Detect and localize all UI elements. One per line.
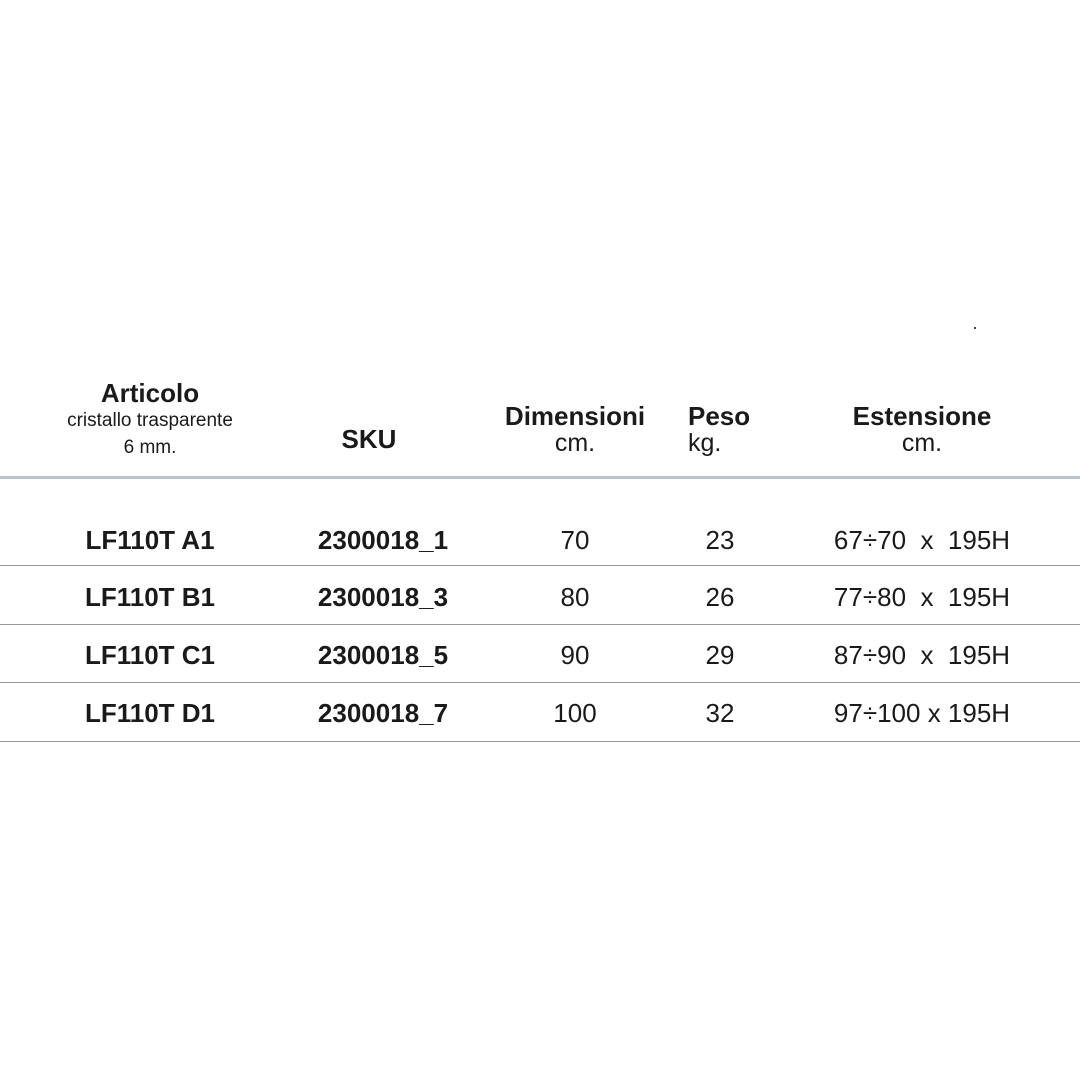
header-articolo: Articolo cristallo trasparente 6 mm.	[0, 379, 300, 461]
header-dimensioni: Dimensioni cm.	[475, 402, 675, 456]
cell-sku: 2300018_3	[317, 582, 449, 612]
cell-articolo: LF110T D1	[84, 698, 216, 728]
header-estensione-unit: cm.	[901, 429, 943, 457]
cell-articolo: LF110T C1	[84, 640, 216, 670]
header-articolo-sub2: 6 mm.	[123, 437, 177, 458]
cell-articolo: LF110T B1	[84, 582, 216, 612]
cell-estensione: 97÷100 x 195H	[833, 698, 1011, 728]
header-estensione-title: Estensione	[852, 401, 992, 431]
header-peso-unit: kg.	[688, 429, 722, 457]
header-divider	[0, 476, 1080, 479]
header-peso: Peso kg.	[688, 402, 788, 456]
cell-estensione: 87÷90 x 195H	[833, 640, 1011, 670]
header-dimensioni-title: Dimensioni	[504, 401, 646, 431]
header-peso-title: Peso	[688, 401, 751, 431]
header-articolo-sub1: cristallo trasparente	[67, 410, 233, 431]
cell-peso: 32	[705, 698, 735, 728]
cell-sku: 2300018_7	[317, 698, 449, 728]
row-divider	[0, 624, 1080, 625]
cell-dimensioni: 80	[560, 582, 590, 612]
cell-sku: 2300018_5	[317, 640, 449, 670]
cell-peso: 23	[705, 525, 735, 555]
cell-sku: 2300018_1	[317, 525, 449, 555]
cell-estensione: 67÷70 x 195H	[833, 525, 1011, 555]
cell-dimensioni: 100	[553, 698, 597, 728]
cell-peso: 26	[705, 582, 735, 612]
cell-articolo: LF110T A1	[85, 525, 215, 555]
row-divider	[0, 682, 1080, 683]
cell-dimensioni: 90	[560, 640, 590, 670]
header-sku: SKU	[341, 424, 397, 454]
cell-dimensioni: 70	[560, 525, 590, 555]
stray-dot	[974, 327, 976, 329]
cell-peso: 29	[705, 640, 735, 670]
row-divider	[0, 741, 1080, 742]
row-divider	[0, 565, 1080, 566]
header-articolo-title: Articolo	[100, 378, 200, 408]
header-dimensioni-unit: cm.	[554, 429, 596, 457]
header-estensione: Estensione cm.	[822, 402, 1022, 456]
cell-estensione: 77÷80 x 195H	[833, 582, 1011, 612]
